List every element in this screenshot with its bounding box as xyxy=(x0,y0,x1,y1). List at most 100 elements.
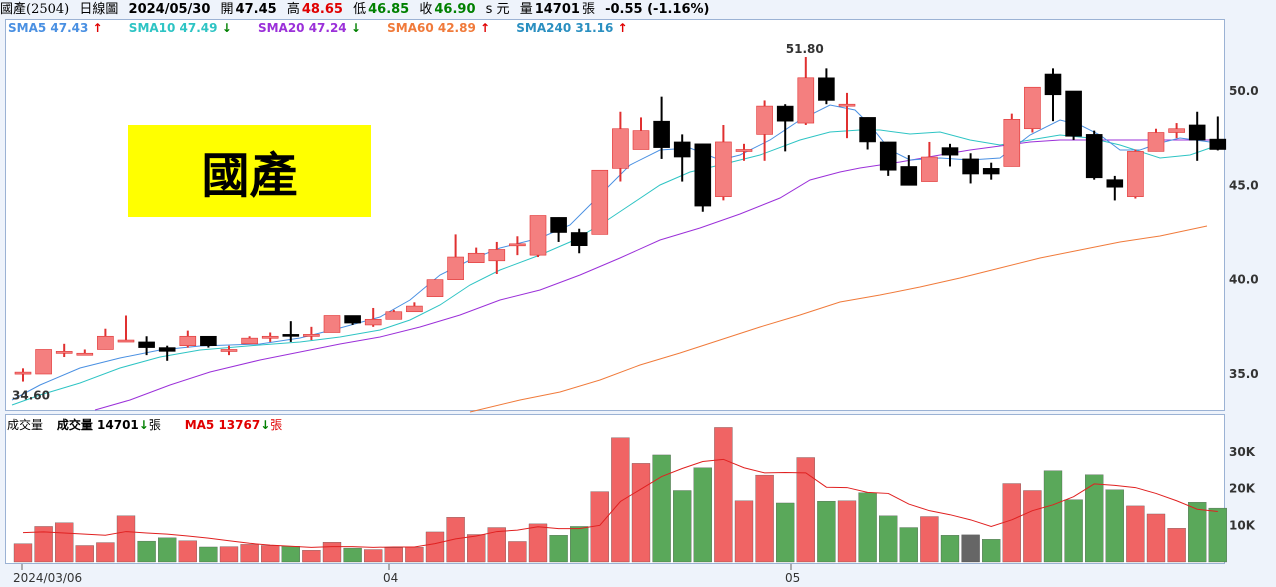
candle-down xyxy=(1044,73,1062,96)
volume-bar xyxy=(631,463,651,563)
price-tick-label: 45.0 xyxy=(1229,178,1259,192)
volume-current-arrow: ↓ xyxy=(138,418,149,432)
close-label: 收 xyxy=(419,2,433,17)
candle-up xyxy=(35,349,52,375)
sma10-line xyxy=(11,129,1211,406)
low-value: 46.85 xyxy=(368,2,410,17)
volume-bar xyxy=(549,535,568,563)
candle-up xyxy=(467,252,485,263)
volume-bar xyxy=(776,502,795,563)
volume-tick-label: 30K xyxy=(1229,445,1256,459)
volume-ma5-unit: 張 xyxy=(270,418,283,432)
sma5-legend: SMA5 47.43 ↑ xyxy=(8,21,103,35)
sma20-arrow: ↓ xyxy=(350,21,361,35)
candle-up xyxy=(241,337,258,345)
candle-up xyxy=(488,249,506,262)
volume-bar xyxy=(1167,528,1186,563)
volume-bar xyxy=(219,546,239,563)
candle-down xyxy=(900,166,918,186)
volume-bar xyxy=(1043,470,1063,563)
candle-up xyxy=(1147,132,1165,152)
candle-up xyxy=(612,128,629,169)
candle-up xyxy=(715,141,732,197)
candle-down xyxy=(1065,90,1082,137)
sma5-arrow: ↑ xyxy=(92,21,103,35)
volume-bar xyxy=(858,492,877,563)
candle-down xyxy=(859,117,876,143)
close-value: 46.90 xyxy=(434,2,476,17)
volume-bar xyxy=(405,547,424,563)
volume-bar xyxy=(302,550,321,563)
volume-bar xyxy=(384,547,403,563)
open-label: 開 xyxy=(220,2,234,17)
candle-up xyxy=(756,105,773,135)
volume-bar xyxy=(837,500,857,563)
candle-up xyxy=(385,311,403,320)
currency-unit: s 元 xyxy=(485,2,510,17)
volume-bar xyxy=(714,427,733,563)
volume-bar xyxy=(693,467,712,563)
candle-up xyxy=(591,169,609,235)
volume-ma5-line xyxy=(22,458,1218,548)
candle-down xyxy=(200,335,217,346)
volume-bar xyxy=(879,515,898,563)
volume-bar xyxy=(116,515,136,563)
volume-bar xyxy=(1023,490,1042,563)
volume-bar xyxy=(755,474,774,563)
volume-bar xyxy=(96,542,115,563)
sma240-arrow: ↑ xyxy=(617,21,628,35)
sma20-line xyxy=(94,139,1210,411)
volume-bar xyxy=(467,534,486,563)
candle-up xyxy=(14,371,32,375)
volume-current-value: 成交量 14701 xyxy=(56,418,139,432)
candle-up xyxy=(323,315,341,333)
volume-tick-label: 20K xyxy=(1229,482,1256,496)
volume-bar xyxy=(1085,474,1104,563)
candle-up xyxy=(426,279,444,297)
low-annotation: 34.60 xyxy=(12,389,50,403)
volume-bar xyxy=(1105,489,1124,563)
stock-name: 國產(2504) xyxy=(0,2,70,17)
x-axis-label: 05 xyxy=(785,571,800,585)
sma20-label: SMA20 47.24 xyxy=(257,21,347,35)
candle-up xyxy=(1024,86,1041,130)
volume-bar xyxy=(487,527,506,563)
candle-down xyxy=(1188,124,1206,141)
candle-down xyxy=(1209,138,1227,150)
sma60-arrow: ↑ xyxy=(480,21,491,35)
volume-unit: 張 xyxy=(581,2,595,17)
volume-bar xyxy=(611,437,630,563)
candle-up xyxy=(220,349,238,352)
volume-bar xyxy=(55,522,74,563)
volume-label: 量 xyxy=(519,2,533,17)
volume-bar xyxy=(13,543,33,563)
candle-up xyxy=(509,243,526,247)
candle-up xyxy=(632,130,650,150)
volume-bar xyxy=(673,490,692,563)
volume-value: 14701 xyxy=(534,2,580,17)
candle-up xyxy=(406,305,423,313)
candle-down xyxy=(653,120,670,148)
candle-up xyxy=(303,334,320,337)
candle-down xyxy=(694,143,712,207)
volume-bar xyxy=(1002,483,1021,563)
sma10-label: SMA10 47.49 xyxy=(128,21,218,35)
volume-tick-label: 10K xyxy=(1229,518,1256,532)
sma-legend: SMA5 47.43 ↑ SMA10 47.49 ↓ SMA20 47.24 ↓… xyxy=(8,21,650,35)
candle-down xyxy=(282,334,300,337)
volume-bar xyxy=(75,545,94,563)
volume-bar xyxy=(940,535,960,563)
candle-down xyxy=(570,232,588,247)
volume-bar xyxy=(1188,502,1207,563)
volume-bar xyxy=(199,546,218,563)
sma240-label: SMA240 31.16 xyxy=(516,21,614,35)
sma5-label: SMA5 47.43 xyxy=(8,21,89,35)
candle-up xyxy=(1168,128,1185,133)
sma240-legend: SMA240 31.16 ↑ xyxy=(516,21,627,35)
candle-up xyxy=(838,103,856,107)
candle-down xyxy=(550,217,567,233)
candle-up xyxy=(921,156,938,182)
volume-bar xyxy=(34,526,53,563)
